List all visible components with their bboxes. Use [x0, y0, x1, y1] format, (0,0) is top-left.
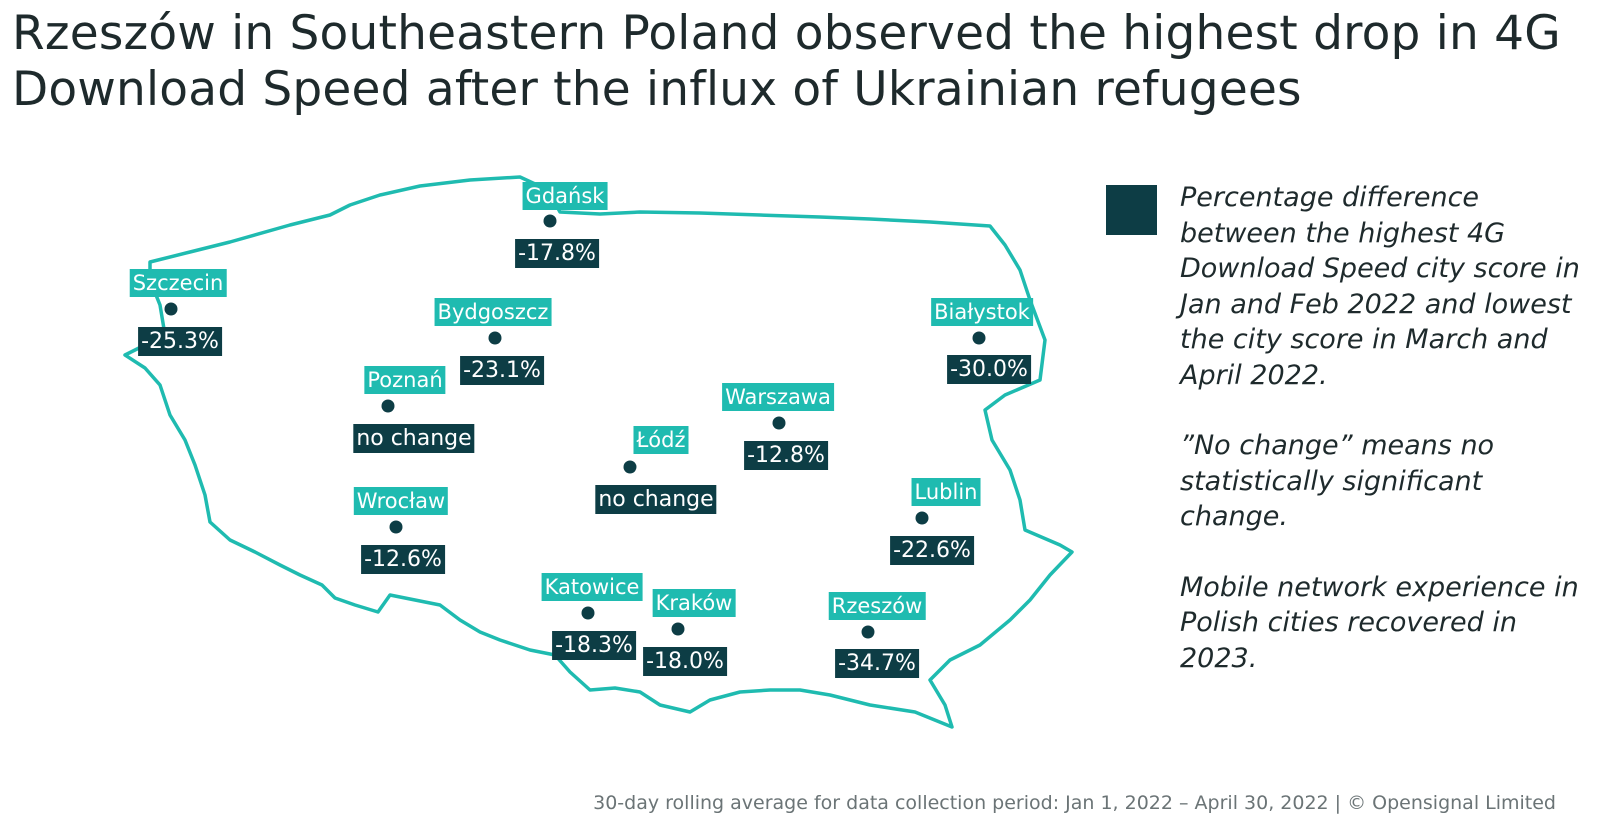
- poland-border: [123, 175, 1074, 729]
- city-dot: [915, 511, 929, 525]
- page-title: Rzeszów in Southeastern Poland observed …: [12, 6, 1561, 117]
- city-value: -18.3%: [552, 631, 636, 660]
- city-value: -12.6%: [361, 545, 445, 574]
- city-dot: [772, 416, 786, 430]
- city-dot: [671, 622, 685, 636]
- legend: Percentage difference between the highes…: [1180, 180, 1580, 711]
- city-value: -23.1%: [460, 356, 544, 385]
- city-label: Łódź: [633, 426, 689, 454]
- city-label: Katowice: [541, 573, 643, 601]
- city-dot: [164, 302, 178, 316]
- city-label: Bydgoszcz: [434, 298, 552, 326]
- legend-description: Percentage difference between the highes…: [1180, 182, 1580, 391]
- city-label: Białystok: [931, 298, 1033, 326]
- city-value: -34.7%: [835, 649, 919, 678]
- city-dot: [581, 606, 595, 620]
- city-value: no change: [595, 485, 717, 514]
- city-dot: [543, 214, 557, 228]
- city-label: Rzeszów: [828, 592, 926, 620]
- city-dot: [488, 331, 502, 345]
- city-label: Kraków: [652, 589, 736, 617]
- city-label: Lublin: [911, 478, 981, 506]
- city-dot: [861, 625, 875, 639]
- city-label: Wrocław: [353, 487, 449, 515]
- city-value: -22.6%: [890, 536, 974, 565]
- legend-recovery-note: Mobile network experience in Polish citi…: [1180, 571, 1579, 674]
- city-value: -18.0%: [643, 647, 727, 676]
- city-value: -12.8%: [744, 441, 828, 470]
- city-label: Szczecin: [129, 269, 227, 297]
- city-value: -30.0%: [947, 355, 1031, 384]
- city-label: Poznań: [364, 366, 446, 394]
- city-dot: [389, 520, 403, 534]
- city-value: -25.3%: [138, 327, 222, 356]
- city-dot: [972, 331, 986, 345]
- city-value: no change: [353, 424, 475, 453]
- city-label: Gdańsk: [522, 182, 608, 210]
- city-label: Warszawa: [722, 383, 834, 411]
- footer-source: 30-day rolling average for data collecti…: [593, 792, 1556, 814]
- legend-no-change-note: ”No change” means no statistically signi…: [1180, 430, 1495, 532]
- city-value: -17.8%: [515, 239, 599, 268]
- city-dot: [623, 460, 637, 474]
- city-dot: [381, 399, 395, 413]
- legend-swatch: [1106, 185, 1157, 235]
